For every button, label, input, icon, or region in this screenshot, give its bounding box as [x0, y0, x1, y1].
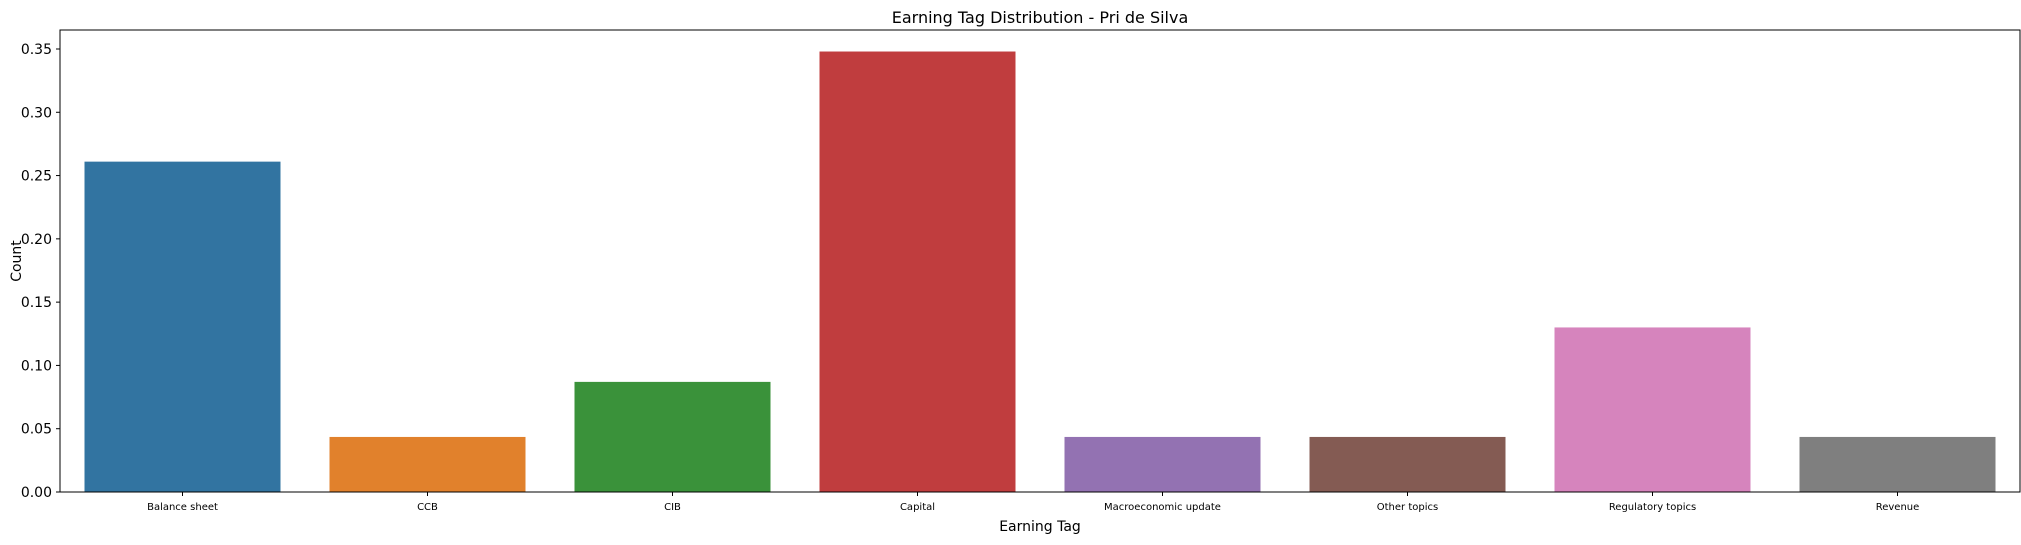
y-tick-label: 0.25: [21, 169, 52, 185]
x-tick-label: CCB: [417, 502, 438, 513]
x-tick-label: Balance sheet: [147, 502, 218, 513]
bar-capital: [819, 51, 1016, 493]
y-tick-label: 0.05: [21, 422, 52, 438]
bar-other-topics: [1309, 436, 1506, 492]
y-tick-label: 0.30: [21, 105, 52, 121]
bars-layer: [84, 51, 1996, 493]
x-tick-label: Capital: [900, 502, 935, 513]
x-tick-label: Macroeconomic update: [1104, 502, 1221, 513]
x-tick-label: Other topics: [1377, 502, 1438, 513]
bar-ccb: [329, 436, 526, 492]
y-tick-label: 0.20: [21, 232, 52, 248]
y-axis-label: Count: [9, 240, 25, 282]
y-tick-label: 0.35: [21, 42, 52, 58]
bar-macroeconomic-update: [1064, 436, 1261, 492]
x-tick-label: Regulatory topics: [1609, 502, 1696, 513]
x-axis: Balance sheet CCB CIB Capital Macroeconomic …: [147, 492, 1919, 513]
bar-balance-sheet: [84, 161, 281, 492]
y-tick-label: 0.00: [21, 485, 52, 501]
y-tick-label: 0.10: [21, 358, 52, 374]
y-axis: 0.00 0.05 0.10 0.15 0.20 0.25 0.30 0.35: [21, 42, 60, 501]
plot-frame: [59, 29, 2021, 493]
y-tick-label: 0.15: [21, 295, 52, 311]
chart-title: Earning Tag Distribution - Pri de Silva: [892, 8, 1189, 27]
bar-revenue: [1799, 436, 1996, 492]
x-tick-label: CIB: [664, 502, 681, 513]
x-axis-label: Earning Tag: [999, 519, 1081, 535]
x-tick-label: Revenue: [1876, 502, 1920, 513]
bar-cib: [574, 381, 771, 492]
bar-regulatory-topics: [1554, 327, 1751, 492]
